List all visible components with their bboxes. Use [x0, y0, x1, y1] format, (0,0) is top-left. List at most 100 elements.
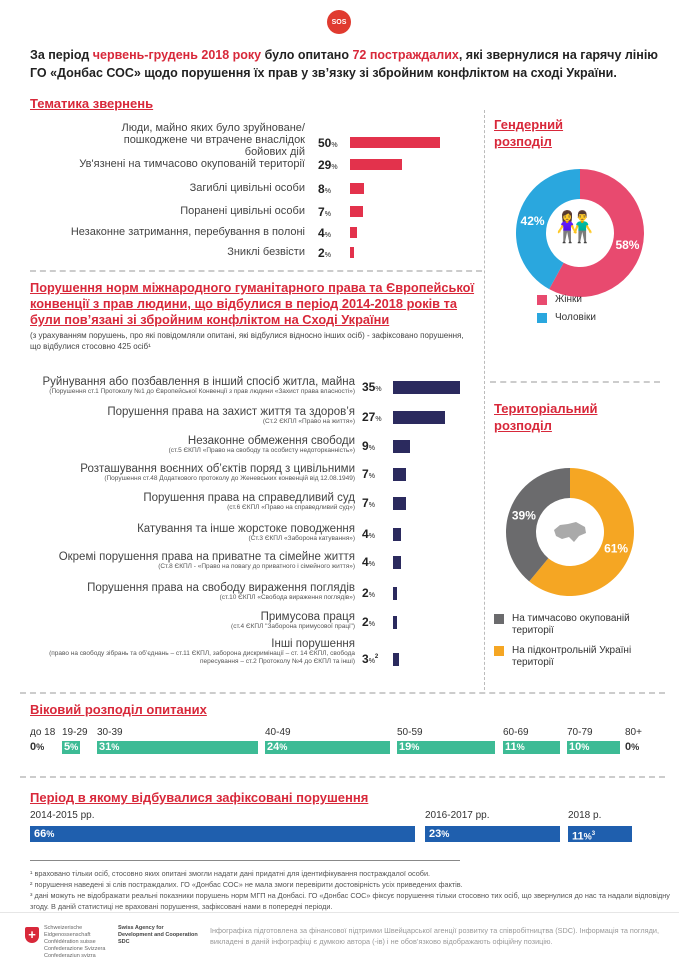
- value: 7: [362, 467, 369, 481]
- donut-slice: [516, 169, 580, 290]
- topics-title: Тематика звернень: [30, 96, 154, 111]
- topic-bar: [350, 206, 363, 217]
- donut-slice: [549, 169, 644, 297]
- age-group: 19-29 5%: [62, 727, 88, 754]
- age-value: 0%: [30, 741, 55, 754]
- age-group: 30-39 31%: [97, 727, 258, 754]
- age-group: 40-49 24%: [265, 727, 390, 754]
- violation-percent: 2%: [362, 615, 375, 629]
- value: 19: [399, 741, 412, 753]
- percent-sign: %: [516, 742, 525, 752]
- value: 0: [625, 741, 632, 753]
- topic-row: Незаконне затримання, перебування в поло…: [0, 224, 480, 246]
- topic-bar: [350, 183, 365, 194]
- violation-bar: [393, 616, 397, 629]
- period-bar: 11%3: [568, 826, 632, 843]
- violation-percent: 9%: [362, 439, 375, 453]
- violation-article: (Порушення ст.48 Додаткового протоколу д…: [104, 475, 355, 482]
- value: 2: [362, 615, 369, 629]
- violation-label: Руйнування або позбавлення в інший спосі…: [15, 376, 356, 396]
- violation-label: Порушення права на справедливий суд (ст.6…: [15, 492, 355, 512]
- swiss-cross-icon: +: [25, 927, 39, 943]
- percent-sign: %: [375, 386, 382, 393]
- topic-label: Ув'язнені на тимчасово окупованій терито…: [79, 158, 305, 170]
- violation-percent: 7%: [362, 496, 375, 510]
- value: 7: [318, 205, 325, 219]
- topic-percent: 4%: [318, 226, 331, 240]
- violation-label: Примусова праця (ст.4 ЄКПЛ "Заборона прим…: [15, 611, 355, 631]
- value: 4: [318, 226, 325, 240]
- value: 35: [362, 380, 376, 394]
- percent-sign: %: [331, 142, 338, 149]
- value: 24: [267, 741, 280, 753]
- percent-sign: %: [583, 831, 592, 842]
- percent-sign: %: [368, 592, 375, 599]
- percent-sign: %: [368, 445, 375, 452]
- swiss-confederation-text: Schweizerische Eidgenossenschaft Confédé…: [44, 925, 106, 959]
- divider: [20, 692, 665, 694]
- percent-sign: %: [36, 742, 45, 752]
- topic-label: Люди, майно яких було зруйноване/пошкодж…: [121, 122, 305, 158]
- violation-article: (Ст.2 ЄКПЛ «Право на життя»): [262, 418, 355, 425]
- value: 9: [362, 439, 369, 453]
- footer: + Schweizerische Eidgenossenschaft Confé…: [0, 912, 679, 960]
- legend-occupied: На тимчасово окупованій території: [494, 613, 664, 637]
- age-label: 40-49: [265, 727, 291, 738]
- legend-controlled: На підконтрольній Україні території: [494, 645, 664, 669]
- violation-title: Незаконне обмеження свободи: [187, 435, 355, 447]
- topic-row: Ув'язнені на тимчасово окупованій терито…: [0, 156, 480, 178]
- violation-title: Примусова праця: [260, 611, 355, 623]
- age-bar: 24%: [265, 741, 390, 754]
- percent-sign: %: [324, 211, 331, 218]
- percent-sign: %: [411, 742, 420, 752]
- value: 50: [318, 136, 332, 150]
- value: 10: [569, 741, 582, 753]
- percent-sign: %: [375, 416, 382, 423]
- topic-label: Незаконне затримання, перебування в поло…: [70, 226, 305, 238]
- people-icon: 👫: [556, 211, 594, 244]
- age-label: 30-39: [97, 727, 123, 738]
- violations-title: Порушення норм міжнародного гуманітарног…: [30, 280, 475, 327]
- value: 3: [362, 652, 369, 666]
- age-group: 50-59 19%: [397, 727, 495, 754]
- value: 11: [572, 830, 584, 843]
- donut-slice: [506, 468, 570, 582]
- value: 11: [505, 741, 517, 753]
- period-bar: 23%: [425, 826, 560, 842]
- violation-label: Порушення права на свободу вираження пог…: [15, 582, 355, 602]
- age-group: 70-79 10%: [567, 727, 620, 754]
- age-label: 70-79: [567, 727, 593, 738]
- topic-percent: 50%: [318, 136, 338, 150]
- topic-bar: [350, 227, 358, 238]
- value: 4: [362, 555, 369, 569]
- percent-sign: %: [368, 473, 375, 480]
- percent-sign: %: [368, 658, 375, 665]
- topic-bar: [350, 137, 440, 148]
- violation-bar: [393, 411, 445, 424]
- footnote-mark: 2: [374, 654, 379, 660]
- period-bar: 66%: [30, 826, 415, 842]
- divider: [20, 776, 665, 778]
- value: 4: [362, 527, 369, 541]
- ukraine-map-icon: [554, 522, 586, 542]
- violation-article: (Ст.8 ЄКПЛ - «Право на повагу до приватн…: [158, 563, 355, 570]
- percent-sign: %: [279, 742, 288, 752]
- violation-bar: [393, 497, 407, 510]
- violation-title: Порушення права на захист життя та здоро…: [107, 406, 355, 418]
- percent-sign: %: [581, 742, 590, 752]
- donut-label: 42%: [521, 214, 545, 228]
- value: 31: [99, 741, 112, 753]
- footnote-3: ³ дані можуть не відображати реальні пок…: [30, 891, 670, 911]
- age-group: до 18 0%: [30, 727, 55, 754]
- percent-sign: %: [441, 829, 450, 839]
- divider: [484, 110, 485, 690]
- period-group: 2016-2017 рр. 23%: [425, 810, 560, 842]
- territory-donut: 61% 39%: [506, 468, 634, 596]
- violation-label: Окремі порушення права на приватне та сі…: [15, 551, 355, 571]
- violation-bar: [393, 653, 399, 666]
- percent-sign: %: [368, 621, 375, 628]
- value: 23: [429, 828, 442, 840]
- topic-label: Зниклі безвісти: [227, 246, 305, 258]
- topic-row: Люди, майно яких було зруйноване/пошкодж…: [0, 122, 480, 158]
- percent-sign: %: [70, 742, 79, 752]
